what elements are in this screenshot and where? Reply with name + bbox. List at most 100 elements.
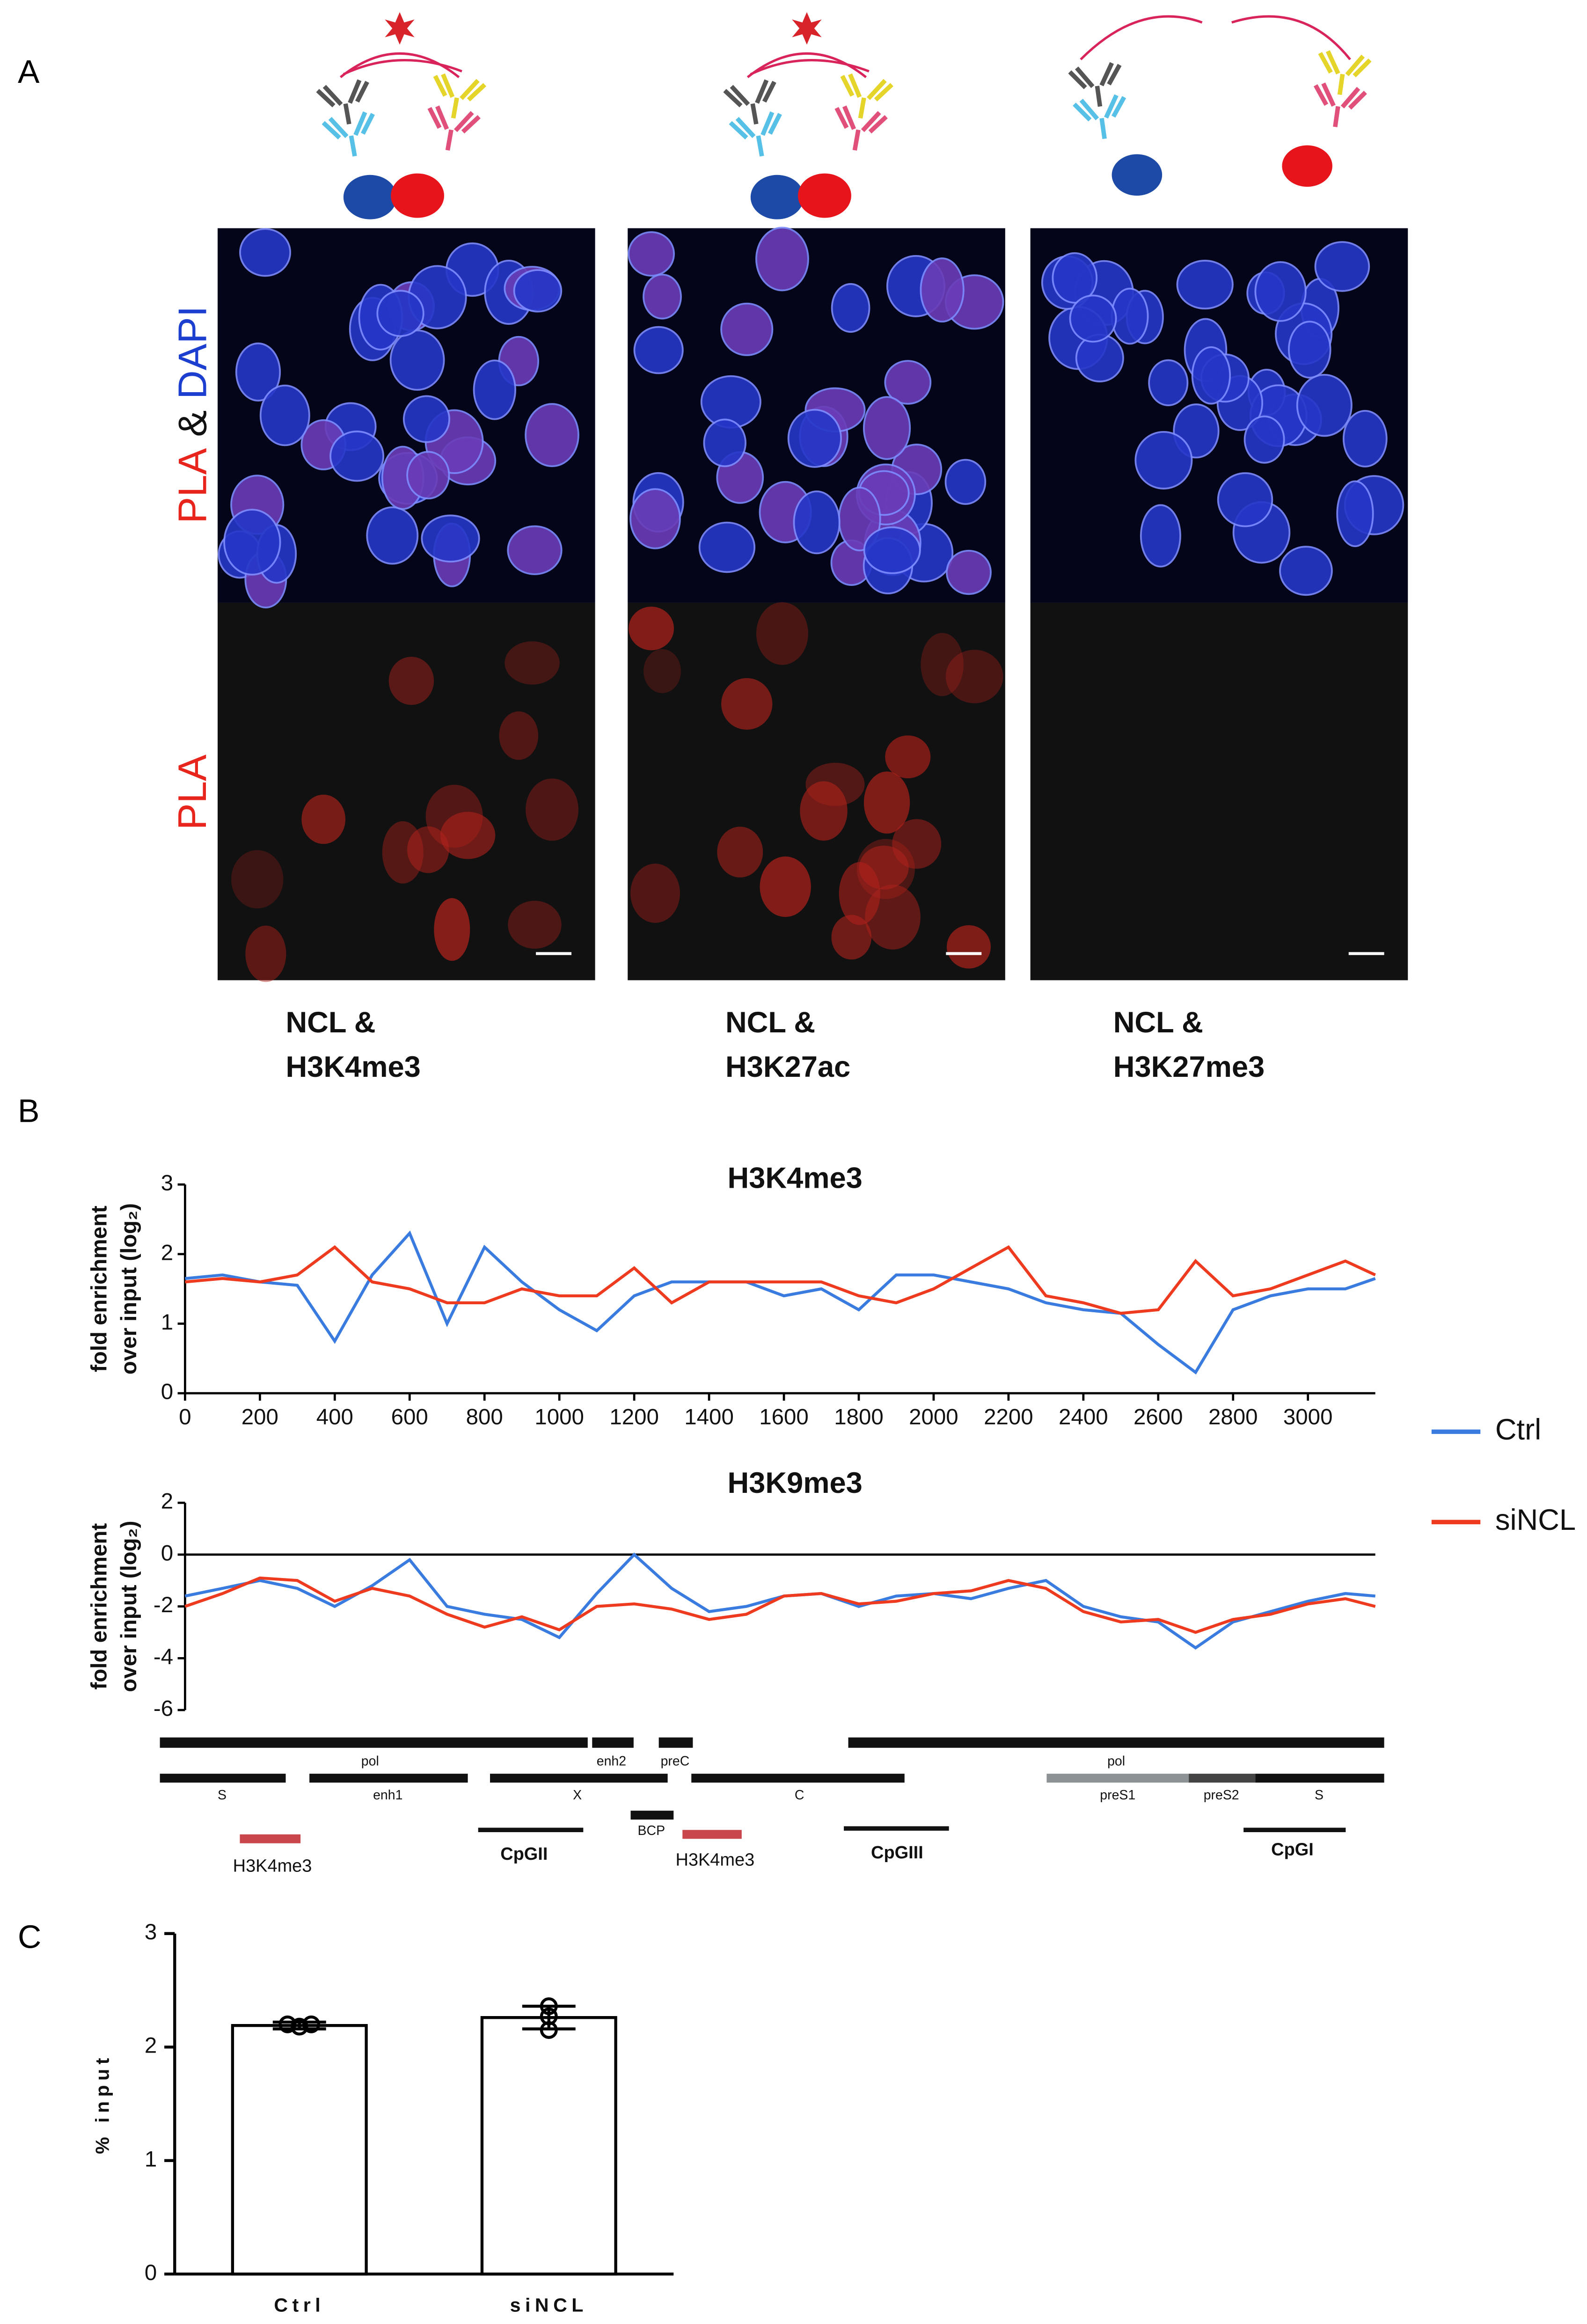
legend-label: Ctrl [1495,1413,1541,1446]
pla-nucleus [863,771,910,834]
nucleus [366,506,419,565]
nucleus [1134,431,1193,490]
antibody-arm [834,105,888,151]
y-tick-label: 0 [161,1380,173,1404]
pla-image [1030,602,1408,980]
antibody-arm [840,73,893,119]
pla-nucleus [505,641,560,685]
y-tick-label: 0 [161,1541,173,1565]
nucleus [831,283,870,333]
pla-nucleus [499,711,539,760]
y-axis-label: fold enrichment [87,1206,112,1372]
nucleus [1140,504,1181,568]
nucleus [944,459,987,505]
nucleolin-blob [1112,154,1163,196]
pla-nucleus [885,735,931,779]
nucleus [720,302,774,356]
nucleus [525,403,579,468]
series-line [185,1245,1376,1315]
y-tick-label: 1 [145,2147,157,2171]
annotation-label: S [1315,1788,1324,1803]
y-axis-label: over input (log₂) [117,1203,141,1374]
nucleus [1217,472,1273,527]
y-axis-label: over input (log₂) [117,1520,141,1692]
nucleus [473,359,516,420]
pla-nucleus [440,811,496,859]
nucleus [698,521,756,573]
antibody [1313,50,1372,127]
nucleus [703,418,746,468]
nucleus [884,360,932,405]
series-line [184,1552,1375,1650]
antibody [723,79,782,157]
nucleus [1069,294,1117,343]
x-tick-label: 2600 [1134,1404,1183,1429]
data-point [302,2015,321,2033]
y-tick-label: -6 [154,1696,173,1721]
antibody-arm [1068,62,1122,107]
nucleus [920,257,965,323]
nucleolin-blob [750,175,804,219]
pla-nucleus [921,633,964,696]
nucleus [507,525,563,575]
pla-nucleus [831,915,872,960]
label-part: PLA [170,448,215,523]
annotation-label: C [795,1788,804,1803]
y-axis-label: % input [91,2054,113,2154]
pla-nucleus [644,649,681,694]
annotation-label: CpGI [1271,1840,1314,1860]
x-tick-label: 2400 [1059,1404,1108,1429]
y-tick-label: 2 [161,1489,173,1514]
y-tick-label: -4 [154,1644,173,1669]
antibody-arm [427,105,481,151]
pla-image [217,602,595,980]
antibody-arm [1073,94,1126,139]
nucleus [793,490,841,555]
histone-blob [391,173,444,218]
nucleus [755,227,809,292]
nucleus [1287,321,1331,379]
x-tick-label: 800 [466,1404,503,1429]
pla-nucleus [434,898,470,961]
x-tick-label: 2200 [984,1404,1033,1429]
probe [339,52,462,78]
antibody [427,73,487,151]
annotation-label: H3K4me3 [233,1856,312,1876]
histone-blob [1282,145,1332,187]
probe [746,52,870,78]
pla-nucleus [717,826,763,878]
x-tick-label: 1400 [684,1404,734,1429]
panel-label: C [18,1919,41,1955]
annotation-label: CpGII [500,1844,548,1864]
y-tick-label: 1 [161,1310,173,1335]
series-line [185,1230,1376,1375]
nucleus [1176,260,1234,310]
label-part: & [170,410,215,437]
x-tick-label: 1200 [609,1404,659,1429]
data-point [278,2015,297,2033]
nucleus [239,228,292,277]
bar [480,2016,617,2276]
nucleus [1111,287,1149,345]
antibody-arm [1318,50,1372,95]
nucleus [389,329,445,391]
antibody-arm [433,73,487,119]
x-tick-label: 400 [316,1404,353,1429]
nucleus [1148,359,1189,406]
pla-nucleus [760,856,811,917]
pla-nucleus [756,602,808,665]
nucleus [629,488,681,549]
y-axis-label: fold enrichment [87,1523,112,1690]
nucleus [1254,261,1307,322]
x-tick-label: 2800 [1208,1404,1258,1429]
pla-nucleus [407,826,449,873]
nucleus [1191,346,1231,405]
antibody-arm [322,111,375,157]
panel-label: A [18,53,40,90]
antibody [1068,62,1126,139]
pla-nucleus [231,850,284,909]
annotation-label: S [218,1788,227,1803]
nucleus [1336,480,1374,548]
nucleus [1279,546,1333,596]
nucleus [1314,241,1370,292]
